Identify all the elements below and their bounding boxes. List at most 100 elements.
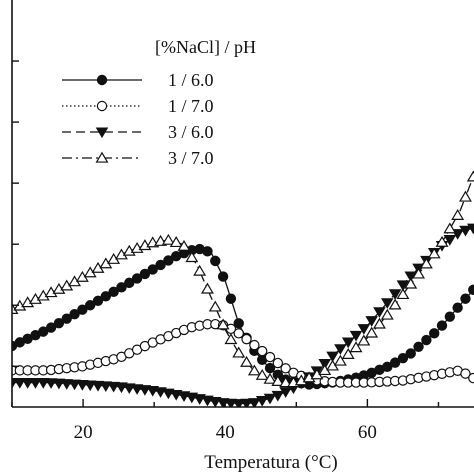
series-1-point	[217, 271, 229, 282]
legend-swatch-marker	[95, 151, 109, 163]
series-1-point	[124, 277, 135, 289]
series-4-point	[240, 355, 254, 367]
series-3-point	[107, 381, 120, 393]
series-1-point	[413, 341, 424, 352]
series-1-point	[69, 309, 80, 320]
series-3-point	[255, 395, 269, 407]
series-4	[12, 170, 474, 388]
legend-row-3: 3 / 6.0	[62, 122, 214, 142]
legend-title: [%NaCl] / pH	[155, 37, 256, 57]
series-4-point	[466, 170, 474, 182]
series-3-point	[388, 289, 402, 300]
series-4-point	[435, 235, 449, 247]
series-3-point	[349, 330, 363, 342]
series-1-point	[45, 322, 57, 333]
series-4-point	[396, 288, 410, 300]
series-1-point	[61, 313, 72, 324]
series-1-point	[421, 334, 432, 346]
series-4-point	[271, 375, 285, 387]
series-1-point	[460, 293, 471, 304]
series-1-point	[108, 286, 119, 298]
series-3-point	[443, 235, 457, 246]
series-4-point	[263, 372, 277, 384]
legend-label: 1 / 6.0	[168, 70, 214, 90]
series-2	[12, 318, 474, 388]
series-4-point	[365, 326, 379, 338]
series-4-point	[333, 354, 347, 366]
series-3-point	[99, 381, 113, 393]
series-1-point	[163, 255, 174, 266]
series-3-point	[459, 225, 472, 237]
series-1-point	[428, 328, 440, 339]
series-4-point	[255, 368, 269, 380]
legend-label: 3 / 7.0	[168, 148, 214, 168]
legend-row-2: 1 / 7.0	[62, 96, 214, 116]
series-1-point	[210, 255, 221, 267]
series-3-point	[373, 307, 386, 318]
series-1-point	[436, 320, 448, 331]
series-2-point	[280, 363, 291, 374]
series-1-point	[84, 300, 96, 311]
series-3-point	[21, 378, 34, 389]
series-4-point	[373, 317, 386, 329]
series-1-point	[147, 264, 158, 275]
series-1-point	[139, 268, 151, 280]
series-4-point	[169, 236, 183, 248]
series-3-point	[240, 398, 253, 407]
series-4-point	[349, 341, 363, 353]
series-3-point	[365, 316, 378, 327]
series-4-point	[201, 282, 214, 294]
series-4-point	[247, 364, 261, 376]
series-3-point	[357, 324, 371, 335]
series-3-point	[12, 378, 19, 389]
series-1-point	[53, 317, 65, 329]
series-3-point	[91, 380, 105, 392]
series-3-point	[68, 379, 81, 391]
series-1-point	[444, 311, 456, 322]
series-3-point	[13, 378, 27, 389]
series-3-point	[341, 337, 355, 349]
series-4-point	[224, 333, 238, 345]
series-1-point	[202, 246, 213, 257]
series-3-point	[334, 344, 347, 355]
series-1-point	[397, 352, 409, 364]
series-4-point	[357, 334, 371, 346]
series-4-point	[443, 222, 457, 234]
x-tick-label: 40	[216, 422, 235, 443]
series-3-point	[248, 398, 261, 407]
series-1-point	[382, 361, 393, 373]
series-1-point	[77, 304, 88, 315]
series-1-point	[92, 295, 104, 306]
series-1-point	[405, 348, 416, 359]
legend-swatch-marker	[95, 127, 109, 139]
series-1-point	[225, 293, 237, 304]
series-4-point	[419, 257, 433, 269]
series-3-point	[36, 378, 50, 389]
series-3-point	[224, 398, 238, 407]
legend-row-1: 1 / 6.0	[62, 70, 214, 90]
series-3-point	[271, 390, 285, 402]
series-1-point	[116, 282, 127, 293]
series-3-point	[232, 399, 246, 407]
series-3-point	[60, 379, 74, 390]
series-4-point	[388, 298, 402, 310]
series-4-point	[380, 308, 394, 320]
x-axis-title: Temperatura (°C)	[204, 452, 337, 473]
series-2-point	[460, 368, 471, 379]
series-4-point	[193, 264, 207, 276]
series-4-point	[459, 190, 472, 202]
series-2-point	[241, 333, 252, 345]
series-4-point	[232, 346, 246, 358]
x-tick-label: 20	[74, 422, 93, 443]
series-4-point	[427, 247, 441, 259]
legend-rows: 1 / 6.0 1 / 7.0 3 / 6.0 3 / 7.0	[62, 70, 214, 168]
series-2-point	[272, 357, 284, 369]
series-1-point	[389, 357, 401, 368]
legend-row-4: 3 / 7.0	[62, 148, 214, 168]
series-1-point	[155, 259, 166, 271]
series-1-point	[264, 362, 276, 374]
legend-label: 1 / 7.0	[168, 96, 214, 116]
series-4-point	[404, 277, 418, 289]
series-4-point	[451, 208, 465, 220]
series-3-point	[326, 351, 339, 363]
